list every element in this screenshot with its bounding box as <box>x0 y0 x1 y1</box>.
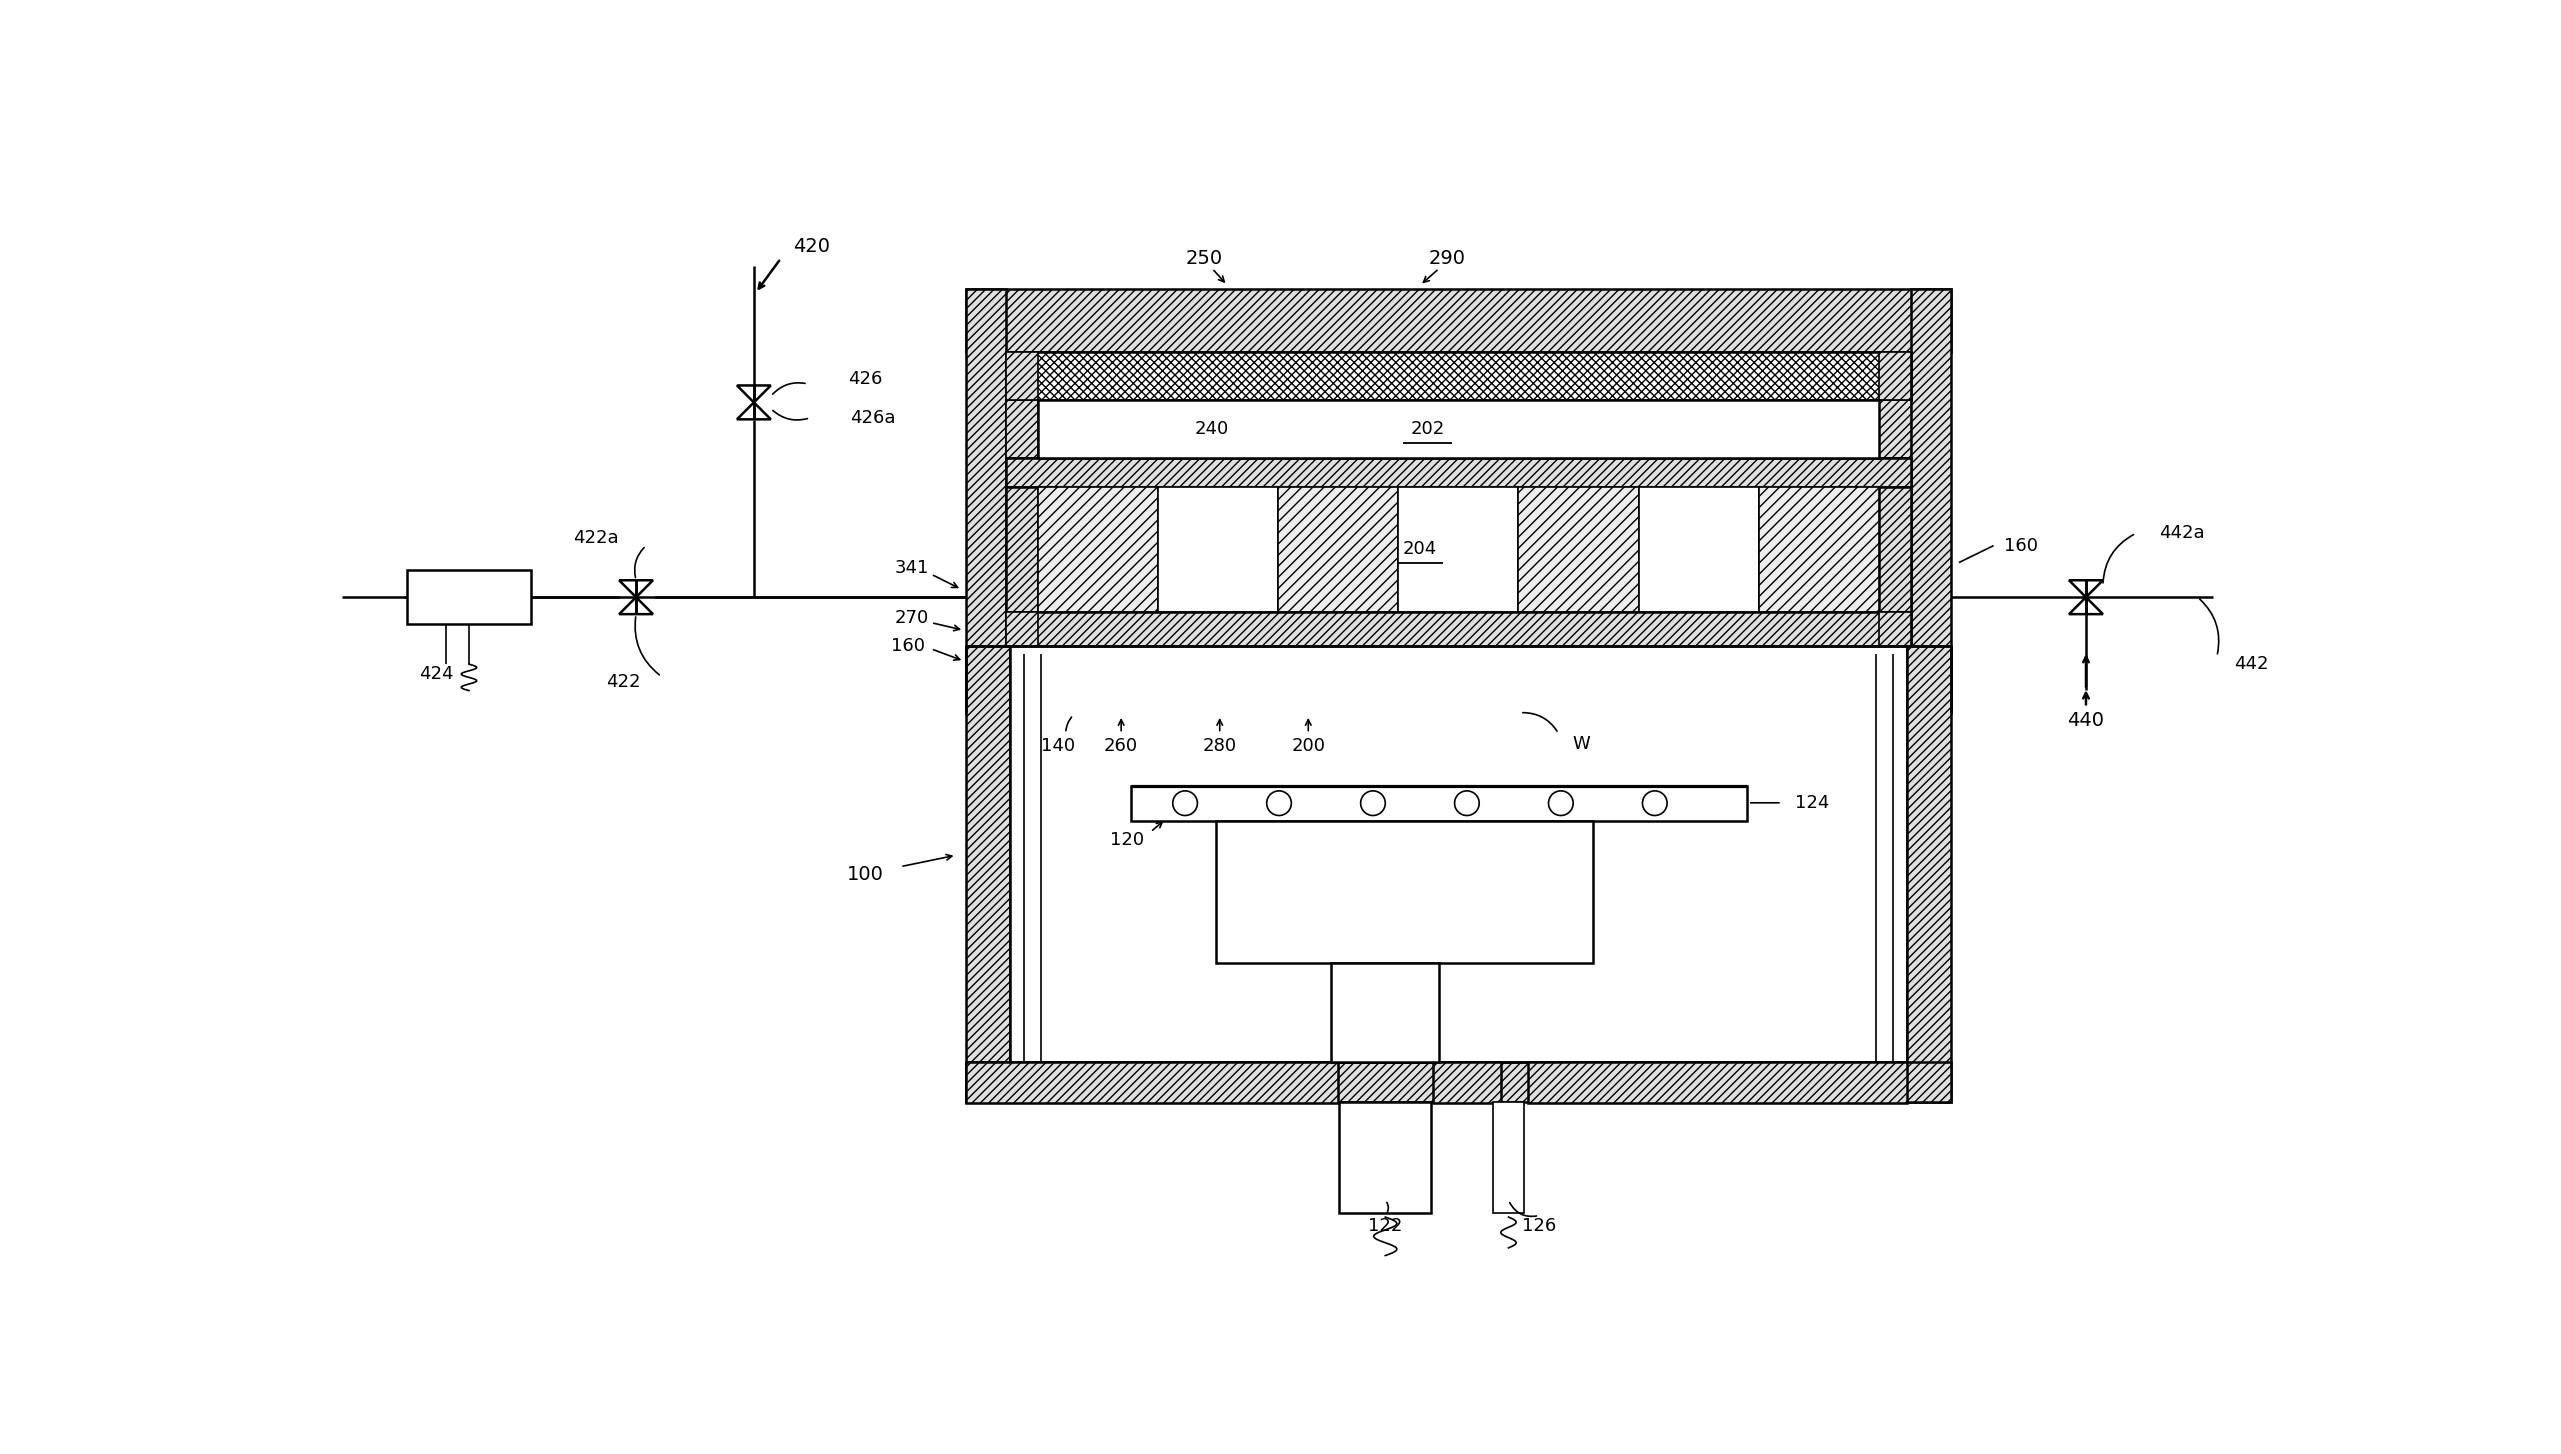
Text: 240: 240 <box>1196 420 1229 438</box>
Bar <box>407 570 530 624</box>
Text: 420: 420 <box>794 237 830 256</box>
Text: 422a: 422a <box>574 529 620 547</box>
Text: 426: 426 <box>848 371 884 388</box>
Polygon shape <box>2069 598 2103 614</box>
Text: 440: 440 <box>2067 711 2105 730</box>
Text: 424: 424 <box>417 666 453 683</box>
Text: 426a: 426a <box>850 409 896 427</box>
Text: 200: 200 <box>1291 737 1324 755</box>
Bar <box>965 289 1006 712</box>
Bar <box>1880 400 1911 458</box>
Bar <box>965 1061 1951 1102</box>
Bar <box>1006 612 1037 647</box>
Bar <box>1278 487 1398 612</box>
Text: 290: 290 <box>1429 249 1465 268</box>
Polygon shape <box>620 580 653 598</box>
Bar <box>1006 612 1911 647</box>
Text: 341: 341 <box>894 558 930 577</box>
Bar <box>1759 487 1880 612</box>
Bar <box>1132 785 1747 820</box>
Text: 124: 124 <box>1795 794 1829 811</box>
Text: 270: 270 <box>894 609 930 627</box>
Polygon shape <box>2069 580 2103 598</box>
Polygon shape <box>620 598 653 614</box>
Bar <box>1339 1102 1432 1213</box>
Bar <box>1037 487 1158 612</box>
Bar <box>1398 487 1519 612</box>
Bar <box>1006 487 1037 612</box>
Polygon shape <box>738 403 771 419</box>
Text: 422: 422 <box>607 673 640 691</box>
Bar <box>1911 289 1951 712</box>
Bar <box>1037 400 1880 458</box>
Bar <box>1880 352 1911 400</box>
Text: 122: 122 <box>1368 1217 1403 1236</box>
Bar <box>1529 1061 1905 1104</box>
Bar <box>1006 458 1911 487</box>
Text: 204: 204 <box>1403 541 1437 558</box>
Text: 442: 442 <box>2233 656 2269 673</box>
Text: W: W <box>1572 734 1590 753</box>
Bar <box>1006 352 1037 400</box>
Text: 250: 250 <box>1186 249 1224 268</box>
Polygon shape <box>738 385 771 403</box>
Bar <box>1332 963 1439 1061</box>
Bar <box>1006 400 1037 458</box>
Bar <box>1158 487 1278 612</box>
Text: 160: 160 <box>891 637 925 654</box>
Text: 280: 280 <box>1204 737 1237 755</box>
Text: 202: 202 <box>1411 420 1444 438</box>
Text: 260: 260 <box>1104 737 1137 755</box>
Bar <box>1519 487 1639 612</box>
Bar <box>1639 487 1759 612</box>
Text: 140: 140 <box>1040 737 1076 755</box>
Bar <box>1493 1102 1524 1213</box>
Text: 126: 126 <box>1521 1217 1557 1236</box>
Bar <box>965 647 1009 1102</box>
Bar <box>965 1061 1337 1104</box>
Bar <box>1880 487 1911 612</box>
Bar <box>1880 612 1911 647</box>
Bar <box>1905 647 1951 1102</box>
Text: 120: 120 <box>1111 830 1145 849</box>
Bar <box>1434 1061 1501 1104</box>
Text: 160: 160 <box>2003 537 2039 554</box>
Bar <box>1006 352 1911 400</box>
Bar <box>965 289 1951 352</box>
Text: 442a: 442a <box>2159 525 2205 542</box>
Text: 100: 100 <box>848 865 884 884</box>
Bar <box>1216 820 1593 963</box>
